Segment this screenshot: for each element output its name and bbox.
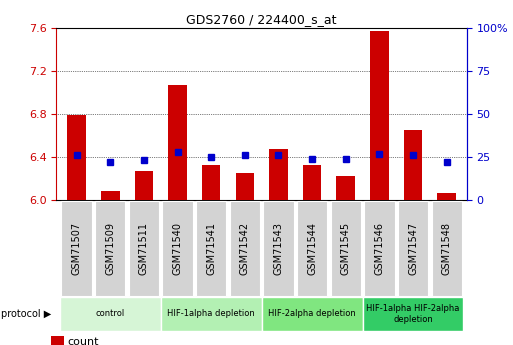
Text: GSM71546: GSM71546 <box>374 222 384 275</box>
FancyBboxPatch shape <box>364 201 394 296</box>
Bar <box>101 191 120 200</box>
FancyBboxPatch shape <box>196 201 226 296</box>
Bar <box>202 165 221 200</box>
Text: HIF-1alpha depletion: HIF-1alpha depletion <box>167 309 255 318</box>
FancyBboxPatch shape <box>330 201 361 296</box>
FancyBboxPatch shape <box>62 201 92 296</box>
FancyBboxPatch shape <box>161 297 262 331</box>
Text: GSM71541: GSM71541 <box>206 222 216 275</box>
Text: GSM71544: GSM71544 <box>307 222 317 275</box>
FancyBboxPatch shape <box>230 201 260 296</box>
Bar <box>404 130 422 200</box>
Text: GSM71547: GSM71547 <box>408 222 418 275</box>
Bar <box>337 176 355 200</box>
FancyBboxPatch shape <box>363 297 463 331</box>
Text: GSM71543: GSM71543 <box>273 222 284 275</box>
FancyBboxPatch shape <box>163 201 193 296</box>
Text: GSM71507: GSM71507 <box>72 222 82 275</box>
Text: GSM71540: GSM71540 <box>172 222 183 275</box>
Text: count: count <box>68 337 99 345</box>
FancyBboxPatch shape <box>398 201 428 296</box>
Bar <box>67 115 86 200</box>
Text: protocol ▶: protocol ▶ <box>1 309 51 319</box>
Bar <box>269 149 288 200</box>
Text: GSM71545: GSM71545 <box>341 222 351 275</box>
FancyBboxPatch shape <box>431 201 462 296</box>
Text: GSM71511: GSM71511 <box>139 222 149 275</box>
Text: control: control <box>95 309 125 318</box>
Bar <box>134 171 153 200</box>
Text: GSM71548: GSM71548 <box>442 222 451 275</box>
Bar <box>303 165 321 200</box>
Bar <box>235 173 254 200</box>
Bar <box>51 336 64 345</box>
Text: HIF-2alpha depletion: HIF-2alpha depletion <box>268 309 356 318</box>
Bar <box>438 193 456 200</box>
Text: HIF-1alpha HIF-2alpha
depletion: HIF-1alpha HIF-2alpha depletion <box>366 304 460 324</box>
FancyBboxPatch shape <box>95 201 125 296</box>
FancyBboxPatch shape <box>129 201 159 296</box>
FancyBboxPatch shape <box>262 297 363 331</box>
Bar <box>370 31 389 200</box>
FancyBboxPatch shape <box>297 201 327 296</box>
FancyBboxPatch shape <box>60 297 161 331</box>
Text: GSM71509: GSM71509 <box>105 222 115 275</box>
Title: GDS2760 / 224400_s_at: GDS2760 / 224400_s_at <box>186 13 337 27</box>
Bar <box>168 85 187 200</box>
FancyBboxPatch shape <box>263 201 293 296</box>
Text: GSM71542: GSM71542 <box>240 222 250 275</box>
